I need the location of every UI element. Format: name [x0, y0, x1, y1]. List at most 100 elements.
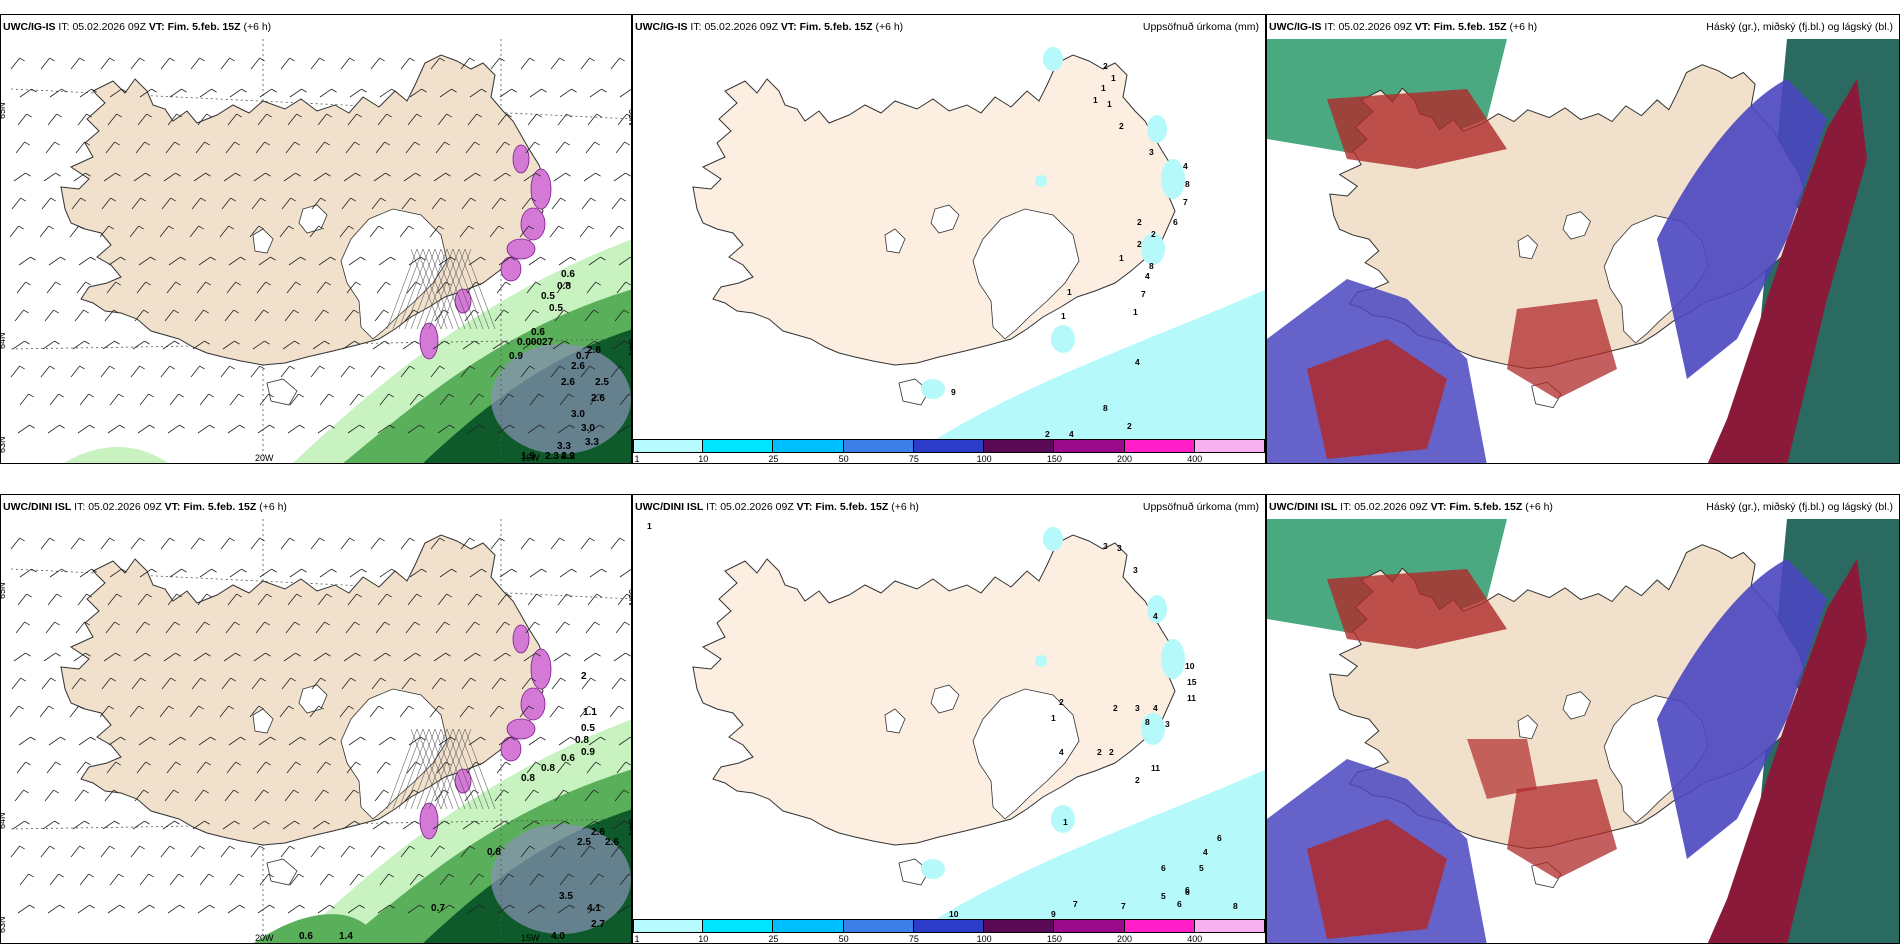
wind-barb — [373, 652, 386, 662]
wind-barb-flag — [565, 761, 571, 766]
wind-barb-flag — [324, 621, 330, 626]
wind-barb-flag — [79, 57, 85, 62]
wind-barb-flag — [619, 537, 625, 542]
wind-barb-flag — [600, 256, 606, 261]
hatch-line — [446, 248, 478, 330]
wind-barb — [523, 172, 536, 182]
wind-barb-flag — [529, 845, 535, 850]
wind-barb-flag — [564, 340, 570, 345]
wind-barb-flag — [624, 621, 630, 626]
wind-barb-flag — [139, 57, 145, 62]
wind-barb — [254, 789, 265, 802]
wind-barb-flag — [534, 141, 540, 146]
wind-barb — [409, 568, 422, 578]
wind-barb — [409, 873, 420, 886]
wind-barb-flag — [173, 789, 179, 794]
wind-barb — [589, 873, 600, 886]
wind-barb — [137, 424, 150, 434]
wind-barb — [432, 340, 445, 350]
wind-barb — [521, 197, 532, 210]
wind-barb — [189, 225, 200, 238]
wind-barb — [587, 904, 600, 914]
wind-barb-flag — [418, 873, 424, 878]
wind-barb — [317, 904, 330, 914]
wind-barb — [379, 88, 392, 98]
wind-barb-flag — [140, 677, 146, 682]
wind-barb — [469, 393, 480, 406]
wind-barb — [77, 424, 90, 434]
wind-value-label: 3.0 — [581, 423, 595, 434]
glacier — [930, 684, 960, 714]
wind-barb — [197, 904, 210, 914]
hatch-line — [404, 248, 436, 330]
wind-barb-flag — [288, 705, 294, 710]
precip-value-label: 8 — [1145, 717, 1150, 727]
wind-barb-flag — [349, 845, 355, 850]
wind-barb-flag — [290, 677, 296, 682]
wind-barb-flag — [174, 621, 180, 626]
wind-barb — [497, 113, 508, 126]
wind-barb-flag — [61, 88, 67, 93]
wind-barb-flag — [444, 820, 450, 825]
wind-barb — [347, 424, 360, 434]
wind-barb-flag — [409, 365, 415, 370]
wind-barb-flag — [174, 141, 180, 146]
hatch-line — [398, 728, 430, 810]
wind-barb — [167, 904, 180, 914]
wind-barb — [370, 845, 381, 858]
wind-barb — [199, 88, 212, 98]
wind-barb-flag — [24, 340, 30, 345]
wind-barb-flag — [566, 593, 572, 598]
wind-barb-flag — [445, 281, 451, 286]
lat-label-right: 64N — [627, 819, 632, 836]
wind-barb-flag — [23, 309, 29, 314]
wind-barb-flag — [203, 789, 209, 794]
wind-barb-flag — [208, 393, 214, 398]
wind-barb — [466, 761, 477, 774]
panel-wind-row1: UWC/IG-IS IT: 05.02.2026 09Z VT: Fim. 5.… — [0, 14, 632, 464]
wind-barb — [498, 256, 511, 266]
wind-barb — [166, 761, 177, 774]
wind-barb-flag — [388, 393, 394, 398]
lead-time: (+6 h) — [243, 21, 272, 33]
wind-barb — [371, 197, 382, 210]
wind-value-label: 0.6 — [561, 753, 575, 764]
wind-barb — [39, 705, 50, 718]
precip-value-label: 2 — [1135, 775, 1140, 785]
wind-barb — [312, 820, 325, 830]
wind-barb — [249, 225, 260, 238]
wind-barb — [400, 57, 411, 70]
wind-barb-flag — [470, 197, 476, 202]
wind-barb — [378, 256, 391, 266]
wind-barb — [617, 904, 630, 914]
wind-barb — [75, 621, 86, 634]
wind-barb — [402, 340, 415, 350]
wind-barb — [222, 340, 235, 350]
wind-barb — [283, 172, 296, 182]
wind-barb — [408, 736, 421, 746]
wind-barb — [585, 141, 596, 154]
precip-sea-area — [933, 289, 1265, 441]
wind-barb — [612, 340, 625, 350]
wind-barb-flag — [379, 845, 385, 850]
wind-barb-flag — [474, 621, 480, 626]
wind-value-label: 0.8 — [487, 847, 501, 858]
wind-barb — [229, 568, 242, 578]
wind-barb — [220, 365, 231, 378]
wind-barb — [103, 652, 116, 662]
precip-value-label: 1 — [1093, 95, 1098, 105]
precip-value-label: 3 — [1103, 541, 1108, 551]
snow-area — [512, 144, 530, 174]
wind-barb-flag — [295, 172, 301, 177]
wind-barb — [614, 309, 625, 322]
wind-barb — [287, 113, 298, 126]
wind-barb — [459, 225, 470, 238]
wind-barb — [467, 593, 478, 606]
wind-barb-flag — [360, 256, 366, 261]
wind-barb — [315, 141, 326, 154]
valid-time: Fim. 5.feb. 15Z — [183, 501, 257, 513]
wind-barb — [139, 88, 152, 98]
valid-time: Fim. 5.feb. 15Z — [1449, 501, 1523, 513]
snow-area — [506, 718, 536, 740]
